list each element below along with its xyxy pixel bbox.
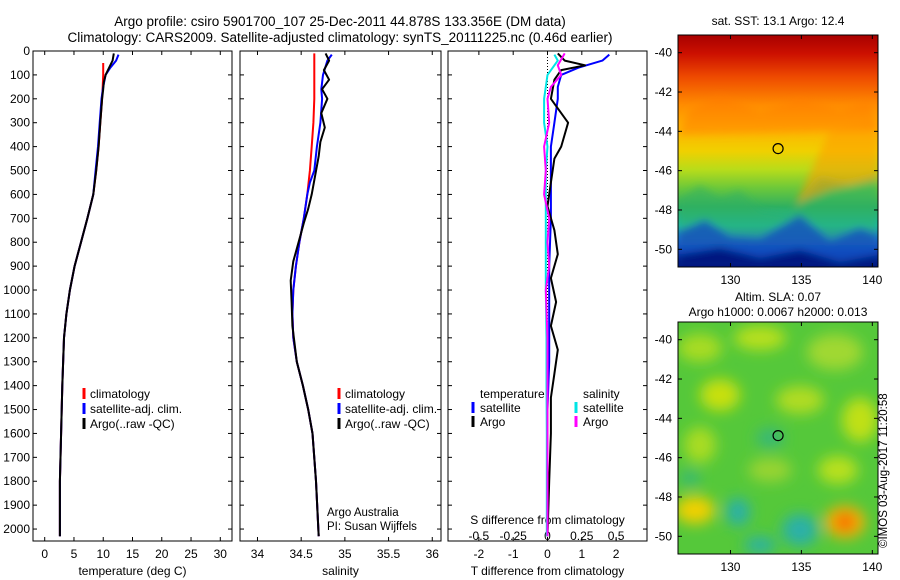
y-tick-label: 100 [10, 68, 30, 82]
y-tick-label: 1600 [3, 426, 30, 440]
legend-label: climatology [345, 387, 405, 401]
y-tick-label: 1700 [3, 450, 30, 464]
credit-pi: PI: Susan Wijffels [327, 521, 417, 533]
y-tick-label: 800 [10, 235, 30, 249]
x-tick-label: 25 [184, 547, 198, 561]
map-y-tick-label: -42 [655, 372, 673, 386]
x-axis-label: T difference from climatology [471, 564, 625, 578]
y-tick-label: 1900 [3, 498, 30, 512]
x-tick-label: 35 [338, 547, 352, 561]
figure-title-line1: Argo profile: csiro 5901700_107 25-Dec-2… [114, 14, 566, 29]
y-tick-label: 300 [10, 116, 30, 130]
series-line-difference-1 [546, 52, 587, 537]
y-tick-label: 400 [10, 140, 30, 154]
sst-map: -40 -42 -44 -46 -48 -50 130 135 140 sat. SST: 13.… [655, 14, 883, 287]
s-tick-label: -0.25 [500, 529, 528, 543]
x-tick-label: 34.5 [289, 547, 313, 561]
legend-label: Argo(..raw -QC) [345, 417, 430, 431]
x-tick-label: 5 [71, 547, 78, 561]
salinity-axes-box [239, 50, 442, 542]
x-tick-label: -2 [474, 547, 485, 561]
legend-label: Argo [583, 415, 609, 429]
y-tick-label: 1200 [3, 331, 30, 345]
figure-title-line2: Climatology: CARS2009. Satellite-adjuste… [67, 30, 613, 45]
y-tick-label: 1000 [3, 283, 30, 297]
argo-position-marker [772, 430, 784, 442]
y-tick-label: 1500 [3, 403, 30, 417]
y-tick-label: 1400 [3, 379, 30, 393]
x-tick-label: 0 [41, 547, 48, 561]
y-tick-label: 1100 [4, 307, 30, 321]
timestamp-label: ©IMOS 03-Aug-2017 11:20:58 [878, 393, 890, 548]
map-y-tick-label: -50 [655, 529, 673, 543]
x-tick-label: 20 [155, 547, 169, 561]
legend-label: Argo [480, 415, 506, 429]
map-y-tick-label: -44 [655, 124, 673, 138]
map-y-tick-label: -42 [655, 85, 673, 99]
y-tick-label: 1300 [3, 355, 30, 369]
series-line-temperature-2 [58, 53, 115, 537]
s-tick-label: 0.25 [570, 529, 594, 543]
legend-label: climatology [90, 387, 150, 401]
temperature-axes-box [32, 50, 233, 542]
y-tick-label: 900 [10, 259, 30, 273]
x-tick-label: 15 [126, 547, 140, 561]
map-subtitle: Argo h1000: 0.0067 h2000: 0.013 [689, 305, 868, 319]
legend-label: satellite-adj. clim. [90, 402, 182, 416]
map-x-tick-label: 130 [720, 560, 740, 574]
series-line-salinity-2 [289, 52, 331, 537]
x-tick-label: 1 [578, 547, 585, 561]
x-tick-label: 2 [613, 547, 620, 561]
map-y-tick-label: -40 [655, 46, 673, 60]
x-tick-label: 36 [426, 547, 440, 561]
y-tick-label: 1800 [3, 474, 30, 488]
x-tick-label: 34 [251, 547, 265, 561]
y-tick-label: 0 [23, 44, 30, 58]
map-y-tick-label: -44 [655, 411, 673, 425]
map-x-tick-label: 140 [862, 560, 882, 574]
legend-label: satellite-adj. clim. [345, 402, 437, 416]
temperature-profile-plot: 0100200300400500600700800900100011001200… [3, 44, 233, 578]
s-tick-label: 0.5 [608, 529, 625, 543]
map-title: sat. SST: 13.1 Argo: 12.4 [712, 14, 845, 28]
y-tick-label: 700 [10, 211, 30, 225]
credit-org: Argo Australia [327, 507, 399, 519]
legend-heading: salinity [583, 387, 620, 401]
map-y-tick-label: -46 [655, 164, 673, 178]
x-tick-label: 10 [97, 547, 111, 561]
sla-map: -40 -42 -44 -46 -48 -50 130 135 140 Altim. SLA: 0… [655, 290, 883, 574]
x-tick-label: 30 [214, 547, 228, 561]
series-line-difference-3 [543, 52, 566, 537]
y-tick-label: 500 [10, 164, 30, 178]
map-x-tick-label: 130 [720, 273, 740, 287]
x-tick-label: 35.5 [377, 547, 401, 561]
x-axis-label: temperature (deg C) [78, 564, 186, 578]
legend-label: satellite [480, 401, 521, 415]
map-y-tick-label: -48 [655, 490, 673, 504]
salinity-profile-plot: 34 34.5 35 35.5 36 salinity climatologysatelli… [239, 50, 442, 578]
y-tick-label: 200 [10, 92, 30, 106]
map-y-tick-label: -46 [655, 451, 673, 465]
map-x-tick-label: 135 [791, 560, 811, 574]
legend-heading: temperature [480, 387, 545, 401]
map-y-tick-label: -40 [655, 333, 673, 347]
map-title: Altim. SLA: 0.07 [735, 290, 821, 304]
y-tick-label: 2000 [3, 522, 30, 536]
legend-label: Argo(..raw -QC) [90, 417, 175, 431]
map-y-tick-label: -48 [655, 203, 673, 217]
y-tick-label: 600 [10, 187, 30, 201]
map-x-tick-label: 135 [791, 273, 811, 287]
map-y-tick-label: -50 [655, 242, 673, 256]
x-tick-label: -1 [508, 547, 519, 561]
s-tick-label: -0.5 [469, 529, 490, 543]
argo-position-marker [772, 143, 784, 155]
legend-label: satellite [583, 401, 624, 415]
x-axis-label: salinity [322, 564, 359, 578]
x-tick-label: 0 [544, 547, 551, 561]
map-x-tick-label: 140 [862, 273, 882, 287]
